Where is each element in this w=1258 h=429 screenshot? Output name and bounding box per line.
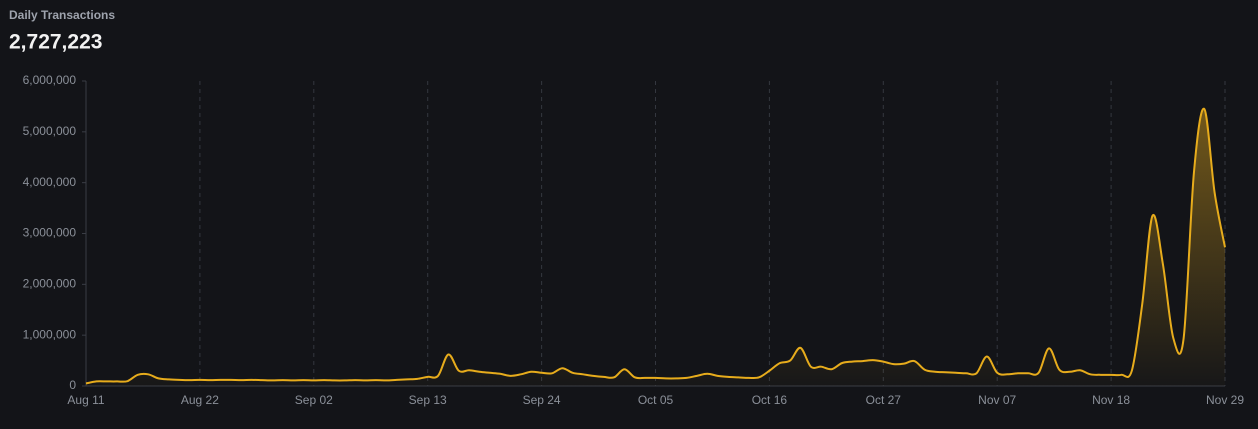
y-tick-label: 2,000,000 <box>23 277 77 291</box>
x-tick-label: Oct 27 <box>866 393 902 407</box>
x-tick-label: Sep 02 <box>295 393 333 407</box>
y-tick-label: 1,000,000 <box>23 327 77 341</box>
x-tick-label: Sep 24 <box>523 393 561 407</box>
headline-value: 2,727,223 <box>9 31 102 54</box>
y-tick-label: 4,000,000 <box>23 175 77 189</box>
y-tick-label: 6,000,000 <box>23 73 77 87</box>
x-tick-label: Sep 13 <box>409 393 447 407</box>
x-tick-label: Nov 29 <box>1206 393 1244 407</box>
x-tick-label: Aug 11 <box>67 393 104 407</box>
x-tick-label: Aug 22 <box>181 393 219 407</box>
chart-title: Daily Transactions <box>9 8 115 22</box>
y-tick-label: 3,000,000 <box>23 226 77 240</box>
x-tick-label: Nov 07 <box>978 393 1016 407</box>
line <box>85 107 1226 385</box>
x-tick-label: Oct 05 <box>638 393 674 407</box>
area-fill <box>86 108 1225 386</box>
y-tick-label: 5,000,000 <box>23 124 77 138</box>
y-tick-label: 0 <box>69 378 76 392</box>
x-tick-label: Nov 18 <box>1092 393 1130 407</box>
x-tick-label: Oct 16 <box>752 393 788 407</box>
